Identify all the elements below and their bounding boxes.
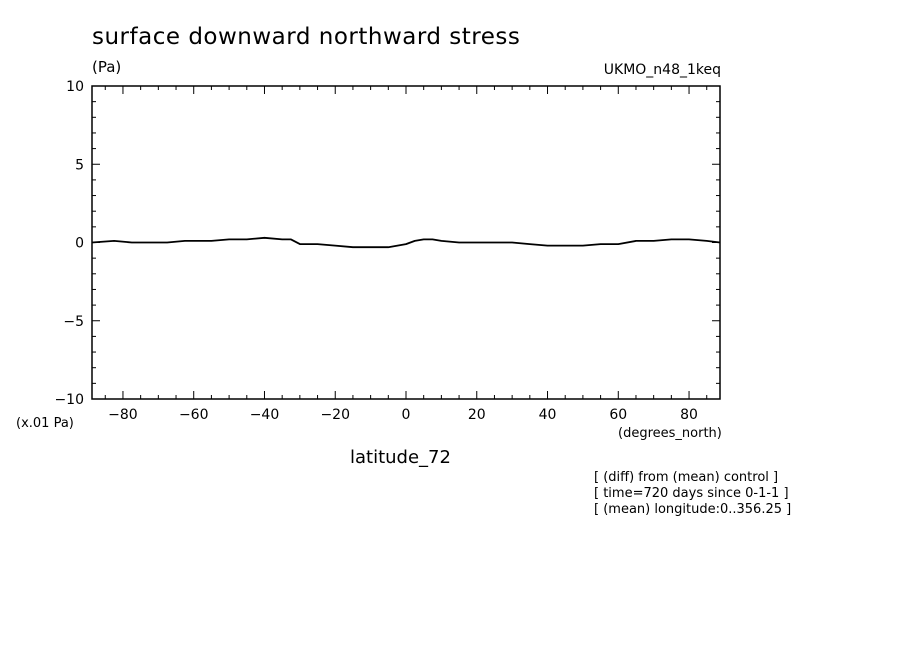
x-axis-label: latitude_72 xyxy=(350,447,451,468)
note-time: [ time=720 days since 0-1-1 ] xyxy=(594,486,789,501)
x-tick-label: −60 xyxy=(179,407,209,423)
x-tick-label: 80 xyxy=(680,407,698,423)
y-scale-note: (x.01 Pa) xyxy=(16,416,74,431)
chart-title: surface downward northward stress xyxy=(92,24,521,50)
x-tick-label: 40 xyxy=(539,407,557,423)
y-tick-label: 0 xyxy=(75,236,84,252)
x-tick-label: 0 xyxy=(402,407,411,423)
x-tick-label: 20 xyxy=(468,407,486,423)
y-tick-label: −5 xyxy=(63,314,84,330)
y-tick-label: 10 xyxy=(66,79,84,95)
y-tick-label: 5 xyxy=(75,157,84,173)
series-line xyxy=(91,236,721,249)
x-tick-label: −40 xyxy=(250,407,280,423)
y-units-label: (Pa) xyxy=(92,58,122,76)
note-diff: [ (diff) from (mean) control ] xyxy=(594,470,779,485)
note-longitude: [ (mean) longitude:0..356.25 ] xyxy=(594,502,792,517)
model-label: UKMO_n48_1keq xyxy=(603,62,721,78)
x-tick-label: 60 xyxy=(609,407,627,423)
x-tick-label: −80 xyxy=(108,407,138,423)
x-tick-label: −20 xyxy=(320,407,350,423)
x-units-label: (degrees_north) xyxy=(618,426,722,441)
y-tick-label: −10 xyxy=(54,392,84,408)
